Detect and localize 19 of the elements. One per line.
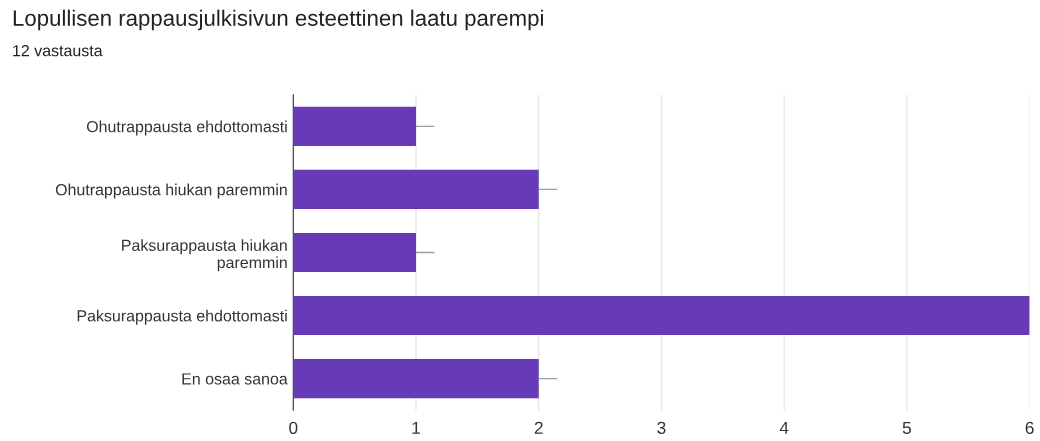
y-tick-label: Paksurappausta ehdottomasti — [77, 309, 287, 325]
y-tick-label: Paksurappausta hiukan paremmin — [122, 239, 287, 272]
x-tick-label: 2 — [534, 421, 543, 434]
text: 12 vastausta — [13, 44, 103, 57]
x-tick-label: 3 — [657, 421, 666, 434]
chart-title: Lopullisen rappausjulkisivun esteettinen laatu parempi — [13, 9, 543, 31]
bar — [293, 169, 539, 209]
x-tick-label: 0 — [289, 421, 298, 434]
bar — [293, 232, 416, 273]
y-tick-label: Ohutrappausta hiukan paremmin — [55, 183, 287, 199]
x-tick-label: 5 — [902, 421, 911, 434]
x-tick-label: 6 — [1025, 421, 1034, 434]
bar — [293, 106, 416, 146]
x-tick-label: 1 — [412, 421, 420, 434]
bar — [293, 359, 539, 399]
bar — [293, 295, 1030, 336]
x-tick-label: 4 — [779, 421, 789, 434]
y-tick-label: Ohutrappausta ehdottomasti — [86, 120, 287, 136]
y-tick-label: En osaa sanoa — [182, 373, 288, 385]
